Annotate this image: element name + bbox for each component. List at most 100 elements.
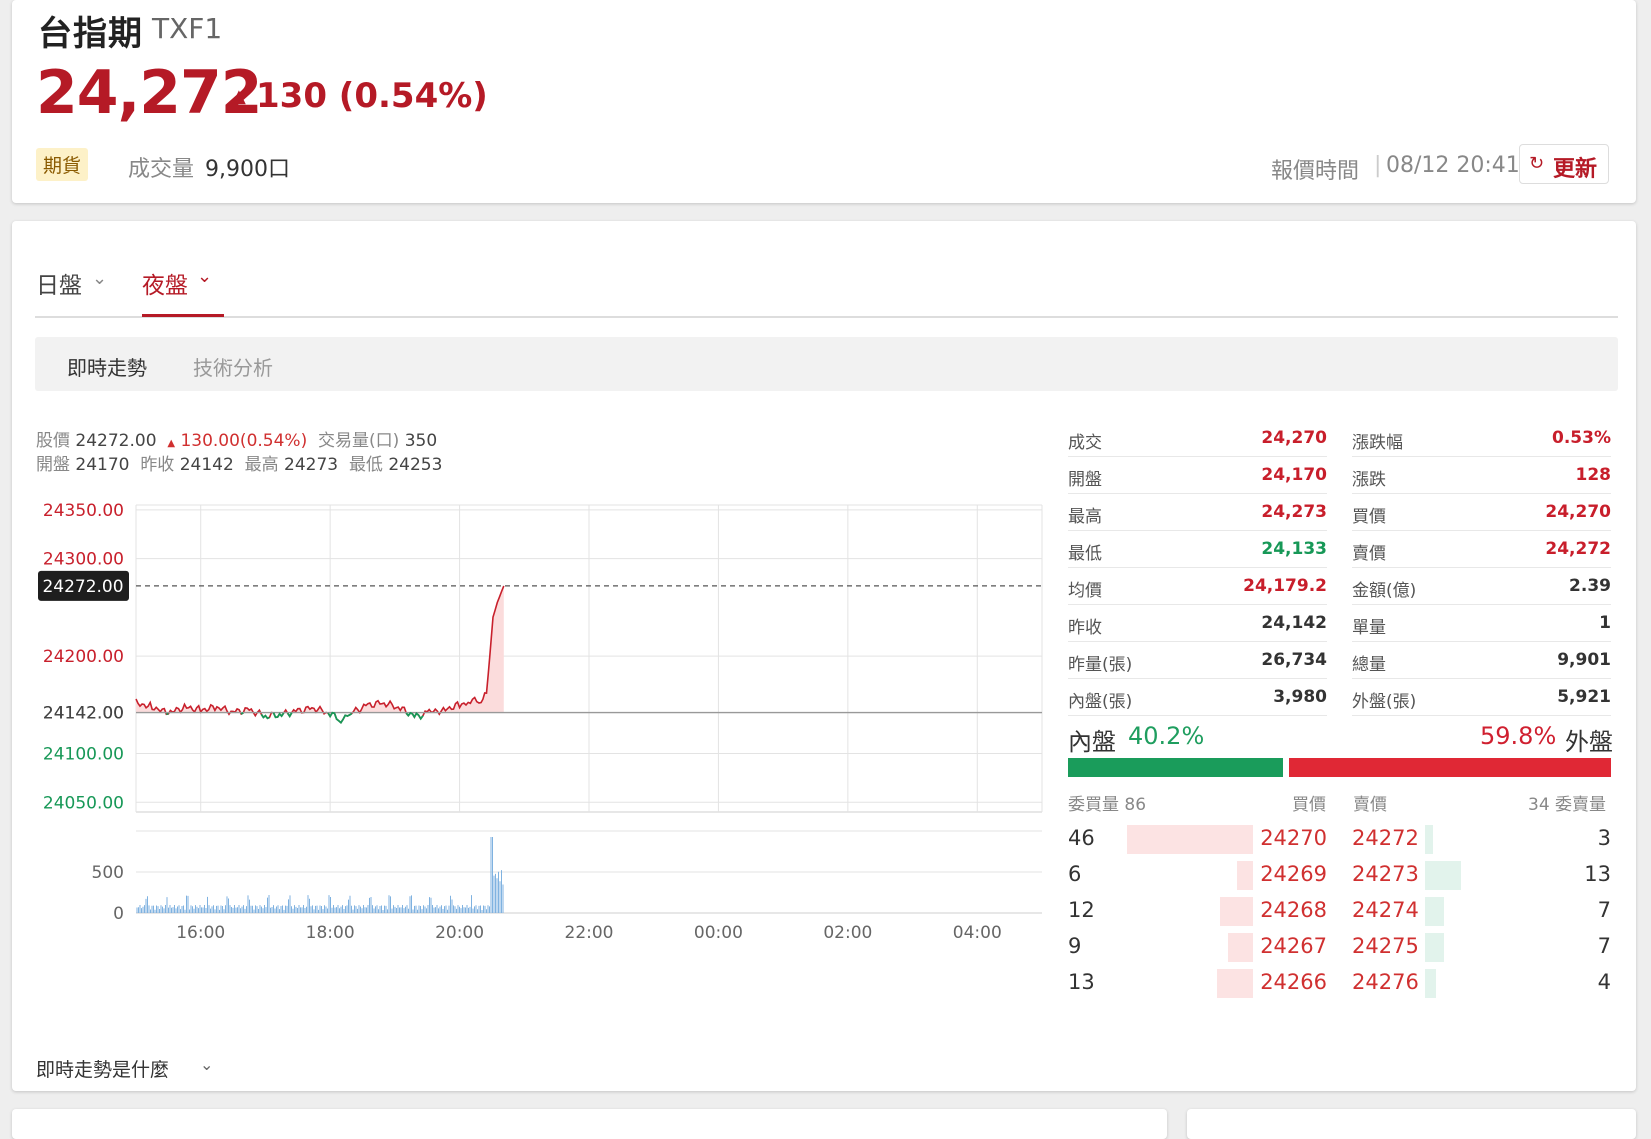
price-line-below [288, 713, 292, 717]
ask-qty: 13 [1584, 862, 1611, 886]
x-tick-label: 18:00 [306, 923, 355, 943]
stat-label: 漲跌 [1352, 465, 1386, 490]
stat-divider [1352, 567, 1611, 568]
stat-value: 24,273 [1261, 502, 1327, 522]
stat-label: 賣價 [1352, 539, 1386, 564]
stat-label: 昨量(張) [1068, 650, 1132, 675]
stat-label: 成交 [1068, 428, 1102, 453]
stat-divider [1352, 641, 1611, 642]
price-area [136, 586, 504, 713]
x-axis-ticks: 16:00 18:00 20:00 22:00 00:00 02:00 04:00 [176, 923, 1002, 943]
ask-price: 24275 [1352, 934, 1419, 958]
outer-volume-pct: 59.8% [1480, 722, 1556, 750]
bid-price: 24268 [1260, 898, 1327, 922]
price-line [136, 586, 504, 723]
stat-value: 24,142 [1261, 613, 1327, 633]
y-tick-label: 24050.00 [43, 793, 124, 813]
volume-tick-label: 500 [92, 863, 124, 883]
stat-divider [1068, 604, 1327, 605]
stat-label: 外盤(張) [1352, 687, 1416, 712]
y-axis-ticks: 24350.0024300.0024200.0024142.0024100.00… [43, 501, 124, 813]
ask-price: 24274 [1352, 898, 1419, 922]
ask-depth-bar [1425, 933, 1444, 962]
ask-depth-bar [1425, 861, 1461, 890]
bid-depth-bar [1217, 969, 1253, 998]
stat-value: 3,980 [1273, 687, 1327, 707]
stat-label: 總量 [1352, 650, 1386, 675]
ask-price-header: 賣價 [1353, 790, 1387, 815]
stat-value: 24,133 [1261, 539, 1327, 559]
faq-toggle[interactable]: 即時走勢是什麼 [36, 1055, 169, 1082]
bid-price: 24266 [1260, 970, 1327, 994]
bid-price: 24267 [1260, 934, 1327, 958]
current-price-label: 24272.00 [42, 577, 123, 597]
inner-volume-label: 內盤 [1068, 722, 1116, 757]
price-line-below [274, 713, 284, 718]
ask-qty-header: 34 委賣量 [1528, 790, 1606, 815]
ask-depth-bar [1425, 897, 1444, 926]
ask-qty: 7 [1598, 934, 1611, 958]
ask-qty: 7 [1598, 898, 1611, 922]
stat-divider [1068, 678, 1327, 679]
y-tick-label: 24350.00 [43, 501, 124, 521]
stat-value: 26,734 [1261, 650, 1327, 670]
stat-divider [1352, 456, 1611, 457]
volume-grid [136, 831, 1042, 913]
x-tick-label: 04:00 [953, 923, 1002, 943]
stat-divider [1352, 493, 1611, 494]
volume-bars [137, 837, 503, 913]
inner-volume-pct: 40.2% [1128, 722, 1204, 750]
bid-depth-bar [1127, 825, 1253, 854]
bid-price: 24270 [1260, 826, 1327, 850]
chart-grid [136, 505, 1042, 812]
stat-divider [1068, 715, 1327, 716]
stat-value: 128 [1576, 465, 1612, 485]
bid-qty: 12 [1068, 898, 1095, 922]
y-tick-label: 24142.00 [43, 704, 124, 724]
price-line-below [241, 713, 243, 714]
stat-value: 24,179.2 [1243, 576, 1327, 596]
y-tick-label: 24100.00 [43, 745, 124, 765]
stat-value: 24,272 [1545, 539, 1611, 559]
stat-label: 昨收 [1068, 613, 1102, 638]
x-tick-label: 22:00 [565, 923, 614, 943]
stat-value: 9,901 [1557, 650, 1611, 670]
stat-label: 最高 [1068, 502, 1102, 527]
bid-qty: 13 [1068, 970, 1095, 994]
x-tick-label: 20:00 [435, 923, 484, 943]
stat-divider [1352, 715, 1611, 716]
stat-divider [1068, 567, 1327, 568]
x-tick-label: 16:00 [176, 923, 225, 943]
x-tick-label: 02:00 [823, 923, 872, 943]
y-tick-label: 24200.00 [43, 647, 124, 667]
ask-qty: 4 [1598, 970, 1611, 994]
stat-divider [1352, 678, 1611, 679]
stat-value: 24,270 [1261, 428, 1327, 448]
stat-divider [1068, 456, 1327, 457]
lower-card-right [1187, 1109, 1636, 1139]
price-line-below [261, 714, 269, 718]
price-line-below [328, 713, 352, 723]
bid-qty: 46 [1068, 826, 1095, 850]
outer-volume-label: 外盤 [1565, 722, 1613, 757]
stat-divider [1068, 530, 1327, 531]
volume-axis-ticks: 500 0 [92, 863, 124, 924]
stat-divider [1352, 530, 1611, 531]
ask-depth-bar [1425, 825, 1433, 854]
chevron-down-icon[interactable]: ⌄ [200, 1055, 213, 1074]
stat-label: 開盤 [1068, 465, 1102, 490]
x-tick-label: 00:00 [694, 923, 743, 943]
lower-card-left [12, 1109, 1167, 1139]
ask-qty: 3 [1598, 826, 1611, 850]
volume-tick-label: 0 [113, 904, 124, 924]
ask-depth-bar [1425, 969, 1436, 998]
stat-label: 單量 [1352, 613, 1386, 638]
stat-label: 最低 [1068, 539, 1102, 564]
bid-depth-bar [1228, 933, 1253, 962]
stat-label: 漲跌幅 [1352, 428, 1403, 453]
bid-price: 24269 [1260, 862, 1327, 886]
price-line-below [406, 713, 423, 719]
stat-value: 5,921 [1557, 687, 1611, 707]
stat-label: 均價 [1068, 576, 1102, 601]
stat-value: 1 [1599, 613, 1611, 633]
